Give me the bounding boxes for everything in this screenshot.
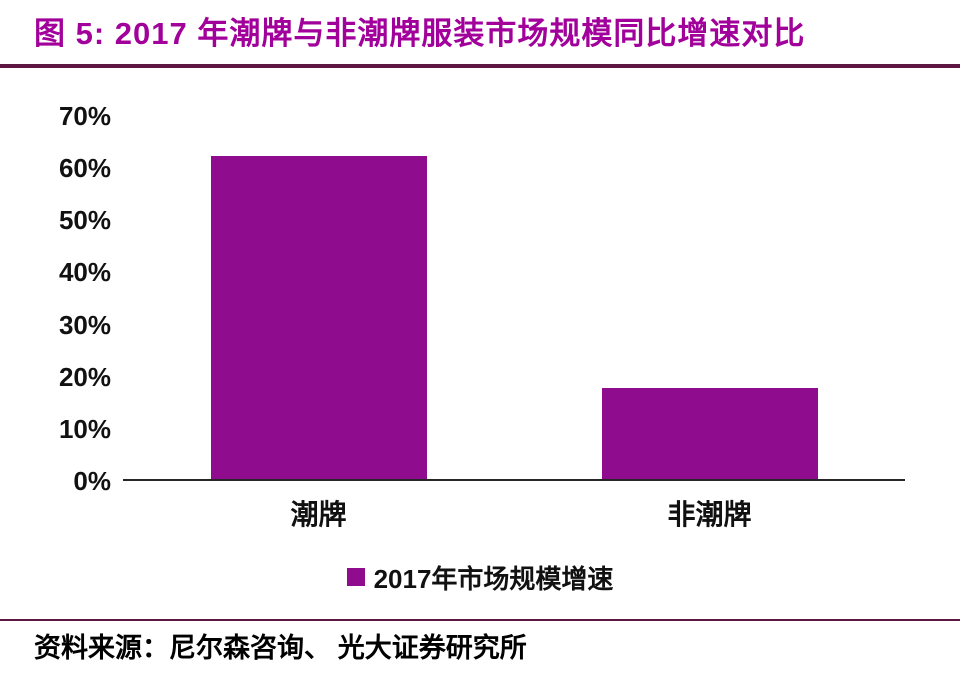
y-tick-label: 60% (58, 153, 111, 184)
chart-legend: 2017年市场规模增速 (0, 560, 960, 594)
title-divider (0, 64, 960, 68)
x-axis-labels: 潮牌 非潮牌 (123, 497, 905, 533)
legend-swatch-icon (346, 568, 365, 586)
y-tick-label: 0% (73, 466, 111, 496)
y-tick-label: 10% (58, 413, 111, 444)
footer-divider (0, 619, 960, 621)
x-category-label: 潮牌 (290, 499, 347, 530)
legend-label: 2017年市场规模增速 (373, 563, 614, 594)
y-tick-label: 70% (58, 101, 111, 131)
y-tick-label: 50% (58, 205, 111, 236)
y-tick-label: 40% (58, 257, 111, 288)
y-tick-label: 30% (58, 309, 111, 340)
bar-0 (210, 155, 427, 479)
figure-title: 图 5: 2017 年潮牌与非潮牌服装市场规模同比增速对比 (34, 16, 806, 51)
x-category-label: 非潮牌 (667, 499, 752, 530)
y-tick-label: 20% (58, 361, 111, 392)
source-note: 资料来源：尼尔森咨询、 光大证券研究所 (34, 633, 527, 663)
bar-1 (601, 387, 818, 479)
bar-chart-plot-area: 70% 60% 50% 40% 30% 20% 10% 0% (59, 101, 905, 496)
